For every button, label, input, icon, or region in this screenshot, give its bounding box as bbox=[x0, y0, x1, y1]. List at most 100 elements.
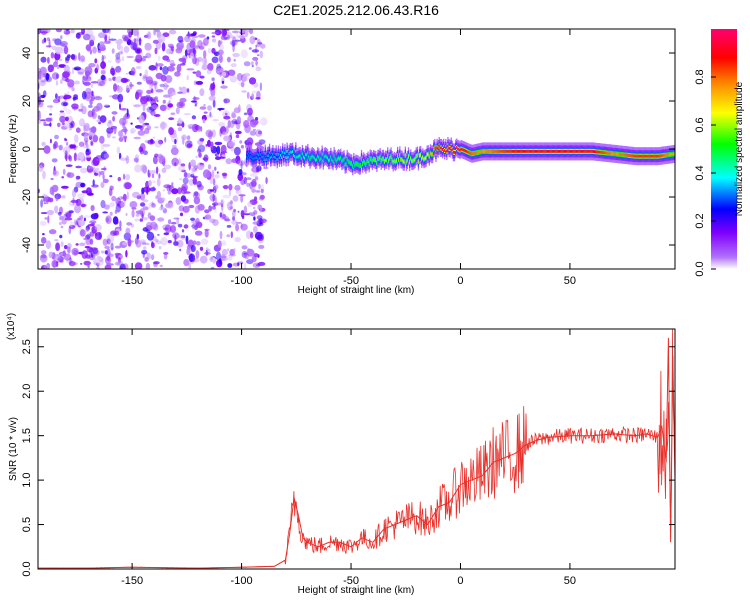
noise-blob bbox=[64, 122, 71, 129]
snr-y-multiplier: (x10⁴) bbox=[6, 313, 17, 340]
ridge-cell bbox=[325, 155, 328, 159]
noise-blob bbox=[122, 199, 126, 205]
noise-blob bbox=[71, 54, 78, 61]
noise-blob bbox=[244, 124, 251, 133]
ridge-cell bbox=[452, 150, 455, 154]
noise-blob bbox=[190, 217, 196, 221]
noise-blob bbox=[45, 240, 52, 250]
noise-blob bbox=[133, 157, 139, 163]
noise-blob bbox=[89, 99, 93, 106]
ridge-cell bbox=[354, 163, 356, 167]
noise-blob bbox=[247, 107, 253, 116]
noise-blob bbox=[195, 70, 202, 78]
noise-blob bbox=[106, 248, 111, 257]
ridge-cell bbox=[641, 154, 643, 158]
noise-blob bbox=[85, 151, 91, 155]
ridge-cell bbox=[518, 150, 520, 153]
noise-blob bbox=[87, 168, 94, 173]
noise-blob bbox=[251, 49, 260, 53]
noise-blob bbox=[225, 256, 233, 261]
spectrogram-x-axis-label: Height of straight line (km) bbox=[298, 285, 415, 296]
noise-blob bbox=[194, 230, 203, 236]
noise-blob bbox=[222, 185, 227, 188]
noise-blob bbox=[89, 238, 94, 245]
ridge-cell bbox=[661, 154, 664, 157]
noise-blob bbox=[189, 52, 195, 60]
noise-blob bbox=[260, 117, 268, 126]
noise-blob bbox=[116, 146, 121, 154]
noise-blob bbox=[94, 58, 98, 64]
noise-blob bbox=[76, 31, 85, 36]
noise-blob bbox=[131, 223, 134, 228]
noise-blob bbox=[258, 244, 265, 249]
noise-blob bbox=[43, 202, 47, 205]
noise-blob bbox=[226, 202, 233, 208]
noise-blob bbox=[178, 205, 184, 212]
ridge-cell bbox=[631, 154, 633, 158]
ridge-cell bbox=[645, 154, 647, 158]
noise-blob bbox=[146, 231, 155, 241]
noise-blob bbox=[162, 32, 170, 37]
noise-blob bbox=[235, 134, 240, 139]
noise-blob bbox=[240, 223, 248, 231]
noise-blob bbox=[168, 29, 177, 35]
ridge-cell bbox=[528, 150, 530, 153]
noise-blob bbox=[226, 56, 231, 63]
noise-blob bbox=[243, 205, 247, 214]
ridge-cell bbox=[345, 162, 347, 166]
noise-blob bbox=[188, 253, 196, 262]
noise-blob bbox=[63, 94, 72, 100]
noise-blob bbox=[127, 238, 132, 247]
noise-blob bbox=[62, 71, 70, 79]
noise-blob bbox=[64, 154, 68, 160]
noise-blob bbox=[124, 182, 132, 190]
noise-blob bbox=[66, 141, 69, 146]
noise-blob bbox=[119, 157, 128, 161]
noise-blob bbox=[197, 144, 206, 153]
noise-blob bbox=[95, 158, 104, 161]
noise-blob bbox=[133, 104, 141, 108]
ridge-cell bbox=[479, 150, 481, 154]
noise-blob bbox=[212, 99, 216, 108]
noise-blob bbox=[250, 200, 254, 204]
noise-blob bbox=[168, 219, 172, 225]
noise-blob bbox=[155, 89, 164, 93]
noise-blob bbox=[146, 96, 153, 102]
ridge-cell bbox=[598, 150, 600, 154]
ridge-cell bbox=[313, 156, 316, 160]
ridge-cell bbox=[517, 150, 519, 153]
noise-blob bbox=[151, 104, 158, 110]
noise-blob bbox=[257, 54, 260, 57]
ridge-cell bbox=[379, 155, 381, 159]
noise-blob bbox=[170, 63, 176, 67]
noise-blob bbox=[205, 114, 214, 119]
noise-blob bbox=[103, 204, 110, 210]
ridge-cell bbox=[551, 150, 553, 153]
noise-blob bbox=[77, 219, 86, 227]
ridge-cell bbox=[577, 150, 579, 153]
noise-blob bbox=[250, 214, 256, 217]
ridge-cell bbox=[601, 151, 603, 154]
ridge-cell bbox=[644, 154, 646, 158]
noise-blob bbox=[48, 39, 51, 48]
ridge-cell bbox=[353, 160, 355, 164]
noise-blob bbox=[179, 97, 187, 103]
noise-blob bbox=[52, 38, 57, 42]
noise-blob bbox=[144, 69, 149, 78]
noise-blob bbox=[174, 71, 181, 77]
ridge-cell bbox=[351, 162, 353, 165]
noise-blob bbox=[260, 188, 264, 194]
noise-blob bbox=[54, 38, 62, 46]
ridge-cell bbox=[495, 150, 497, 153]
ridge-cell bbox=[542, 150, 544, 153]
noise-blob bbox=[56, 73, 59, 79]
noise-blob bbox=[203, 57, 207, 65]
noise-blob bbox=[89, 39, 95, 47]
noise-blob bbox=[62, 122, 65, 126]
spectrogram-noise-region bbox=[38, 29, 269, 269]
ridge-cell bbox=[318, 155, 320, 159]
noise-blob bbox=[178, 235, 185, 239]
ridge-cell bbox=[451, 148, 453, 152]
noise-blob bbox=[218, 65, 221, 70]
noise-blob bbox=[248, 212, 256, 215]
